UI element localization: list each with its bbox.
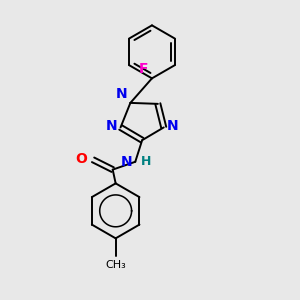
Text: CH₃: CH₃	[105, 260, 126, 270]
Text: N: N	[167, 119, 178, 134]
Text: H: H	[141, 155, 152, 168]
Text: F: F	[139, 62, 148, 76]
Text: N: N	[116, 87, 127, 101]
Text: N: N	[121, 155, 132, 169]
Text: N: N	[106, 119, 118, 134]
Text: O: O	[75, 152, 87, 166]
